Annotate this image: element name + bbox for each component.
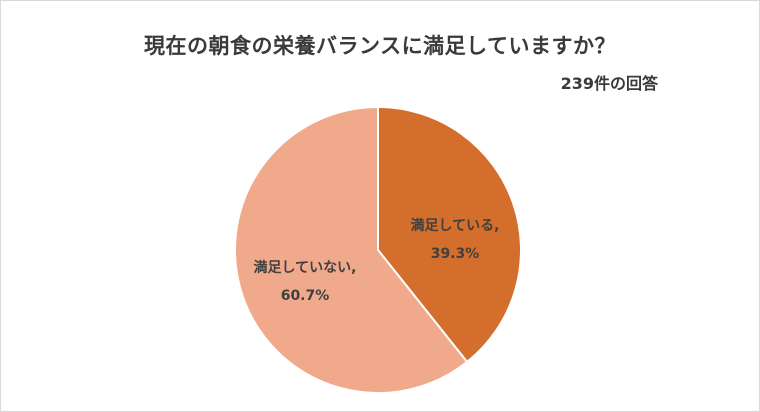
slice-value-satisfied: 39.3% bbox=[431, 246, 480, 262]
pie-slice-satisfied bbox=[377, 105, 522, 364]
pie-slice-not-satisfied bbox=[234, 105, 469, 394]
chart-title: 現在の朝食の栄養バランスに満足していますか？ bbox=[144, 34, 616, 58]
slice-value-not-satisfied: 60.7% bbox=[281, 288, 330, 304]
response-count: 239件の回答 bbox=[560, 74, 658, 93]
slice-label-satisfied: 満足している, bbox=[411, 217, 500, 234]
slice-label-not-satisfied: 満足していない, bbox=[254, 259, 357, 276]
